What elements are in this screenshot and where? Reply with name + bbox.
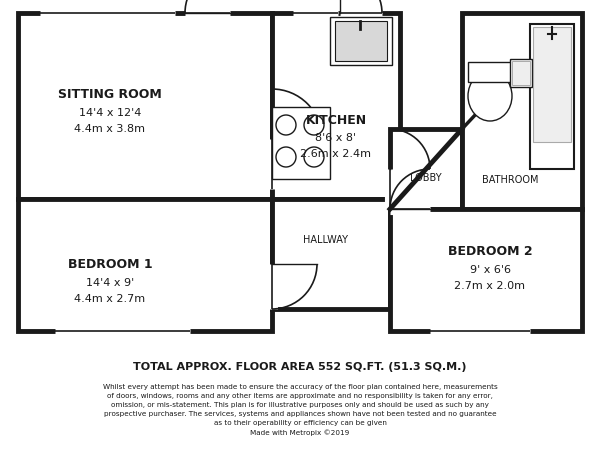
Text: 14'4 x 9': 14'4 x 9': [86, 278, 134, 288]
Text: 4.4m x 2.7m: 4.4m x 2.7m: [74, 293, 146, 303]
Bar: [272, 14, 400, 199]
Bar: [18, 14, 272, 199]
Text: BATHROOM: BATHROOM: [482, 175, 538, 185]
Bar: [512, 62, 530, 86]
Text: LOBBY: LOBBY: [410, 173, 442, 183]
Bar: [462, 14, 582, 209]
Bar: [18, 199, 272, 331]
Bar: [530, 25, 574, 169]
Text: TOTAL APPROX. FLOOR AREA 552 SQ.FT. (51.3 SQ.M.): TOTAL APPROX. FLOOR AREA 552 SQ.FT. (51.…: [133, 361, 467, 371]
Text: 4.4m x 3.8m: 4.4m x 3.8m: [74, 124, 146, 134]
Text: HALLWAY: HALLWAY: [304, 235, 349, 245]
Text: BEDROOM 2: BEDROOM 2: [448, 245, 532, 258]
Text: 9' x 6'6: 9' x 6'6: [470, 265, 511, 275]
Text: 2.6m x 2.4m: 2.6m x 2.4m: [301, 149, 371, 159]
Bar: [272, 108, 330, 179]
Bar: [272, 199, 390, 309]
Bar: [330, 18, 392, 66]
Text: BEDROOM 1: BEDROOM 1: [68, 258, 152, 271]
Bar: [390, 130, 462, 209]
Text: KITCHEN: KITCHEN: [305, 113, 367, 126]
Text: 2.7m x 2.0m: 2.7m x 2.0m: [455, 280, 526, 290]
Text: 8'6 x 8': 8'6 x 8': [316, 133, 356, 143]
Bar: [468, 63, 512, 83]
Bar: [510, 60, 532, 88]
Ellipse shape: [468, 72, 512, 122]
Bar: [390, 209, 582, 331]
Text: Whilst every attempt has been made to ensure the accuracy of the floor plan cont: Whilst every attempt has been made to en…: [103, 383, 497, 435]
Text: 14'4 x 12'4: 14'4 x 12'4: [79, 108, 141, 118]
Text: SITTING ROOM: SITTING ROOM: [58, 89, 162, 101]
Bar: [533, 28, 571, 143]
Bar: [335, 22, 387, 62]
